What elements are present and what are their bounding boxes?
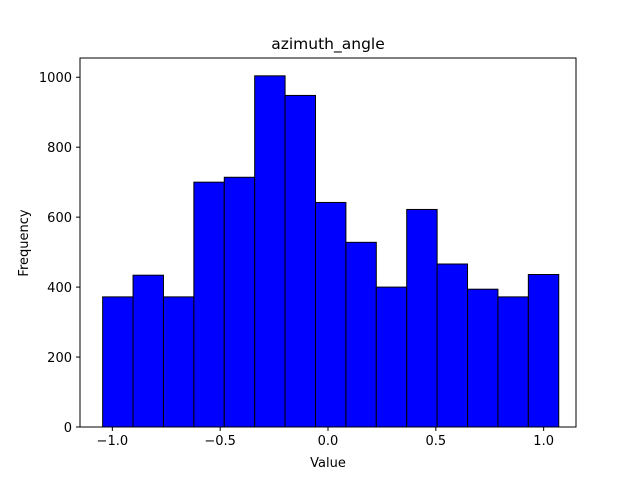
histogram-bar [436,263,469,428]
histogram-bar [497,296,529,428]
histogram-bar [345,241,377,428]
y-tick-label: 0 [64,421,72,436]
histogram-bar [314,201,347,428]
y-tick-label: 400 [47,281,72,296]
x-tick-label: 0.0 [318,434,339,449]
y-tick-label: 200 [47,351,72,366]
y-axis-ticks: 0 200 400 600 800 1000 [39,71,80,436]
histogram-bar [102,296,134,428]
y-axis-label: Frequency [17,209,32,276]
bars-group [102,75,560,428]
histogram-bar [132,274,164,428]
histogram-bar [254,75,286,428]
histogram-bar [406,208,438,428]
x-axis-ticks: −1.0 −0.5 0.0 0.5 1.0 [97,427,554,449]
y-tick-label: 800 [47,141,72,156]
x-axis-label: Value [310,456,346,471]
x-tick-label: −0.5 [204,434,236,449]
histogram-bar [375,286,408,428]
histogram-bar [527,274,560,428]
histogram-bar [467,288,499,428]
plot-frame [79,57,577,428]
y-tick-label: 600 [47,211,72,226]
x-tick-label: 1.0 [533,434,554,449]
histogram-bar [193,181,225,428]
y-tick-label: 1000 [39,71,72,86]
x-tick-label: 0.5 [425,434,446,449]
histogram-bar [223,176,256,428]
histogram-bar [284,94,316,428]
chart-title: azimuth_angle [271,35,385,54]
x-tick-label: −1.0 [97,434,129,449]
histogram-bar [162,296,195,428]
